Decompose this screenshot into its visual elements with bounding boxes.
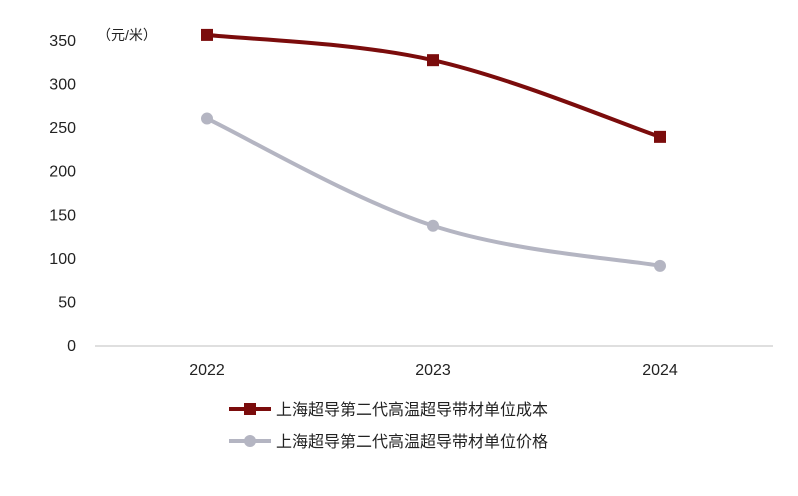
data-point-marker	[654, 130, 666, 143]
legend-marker	[244, 403, 256, 415]
legend-marker	[244, 435, 256, 447]
y-tick-label: 0	[67, 338, 76, 355]
y-tick-label: 150	[49, 207, 76, 224]
y-tick-label: 50	[58, 294, 76, 311]
x-axis: 2022 2023 2024	[95, 345, 773, 379]
x-tick-label: 2023	[415, 362, 451, 379]
x-tick-label: 2022	[189, 362, 225, 379]
y-tick-label: 300	[49, 77, 76, 94]
y-tick-label: 200	[49, 164, 76, 181]
y-tick-label: 100	[49, 251, 76, 268]
series-layer	[201, 28, 666, 272]
y-axis: 0 50 100 150 200 250 300 350	[49, 33, 76, 355]
data-point-marker	[654, 259, 666, 272]
y-tick-label: 350	[49, 33, 76, 50]
series-line	[205, 116, 662, 268]
data-point-marker	[427, 54, 439, 67]
legend-label: 上海超导第二代高温超导带材单位价格	[276, 433, 548, 451]
data-point-marker	[201, 112, 213, 125]
legend-label: 上海超导第二代高温超导带材单位成本	[276, 401, 548, 419]
x-tick-label: 2024	[642, 362, 678, 379]
legend-item: 上海超导第二代高温超导带材单位价格	[229, 433, 548, 451]
data-point-marker	[201, 28, 213, 41]
y-tick-label: 250	[49, 120, 76, 137]
legend-item: 上海超导第二代高温超导带材单位成本	[229, 401, 548, 419]
data-point-marker	[427, 219, 439, 232]
series-line	[205, 32, 662, 139]
y-unit-label: （元/米）	[97, 27, 157, 43]
